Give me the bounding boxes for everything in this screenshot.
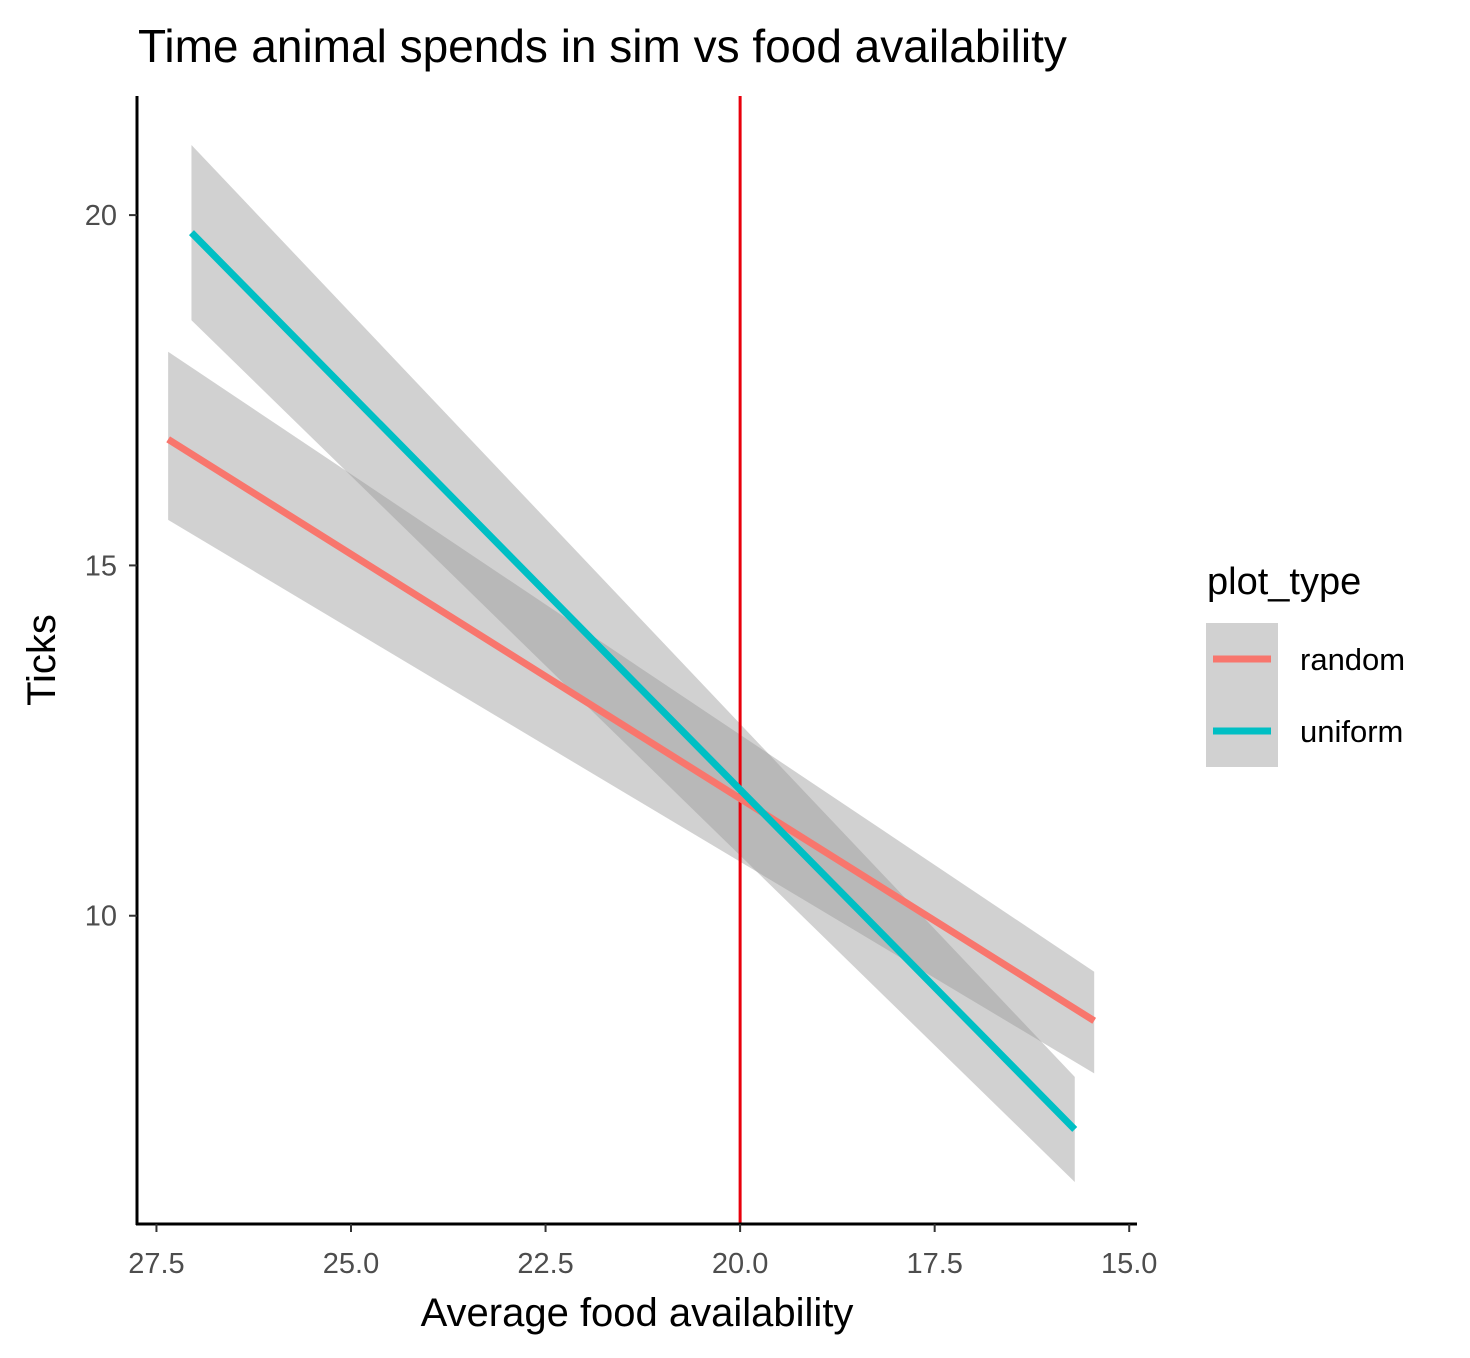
- x-ticks: 27.5 25.0 22.5 20.0 17.5 15.0: [128, 1224, 1157, 1280]
- legend: plot_type random uniform: [1206, 561, 1405, 767]
- x-axis-title: Average food availability: [421, 1291, 854, 1335]
- series-line-random: [166, 436, 1097, 1024]
- y-tick-label: 15: [85, 550, 117, 582]
- legend-label-uniform: uniform: [1300, 714, 1403, 749]
- y-tick-label: 20: [85, 200, 117, 232]
- x-tick-label: 22.5: [517, 1248, 573, 1280]
- x-tick-label: 25.0: [323, 1248, 379, 1280]
- legend-label-random: random: [1300, 642, 1405, 677]
- ci-band-random: [168, 351, 1095, 1074]
- ci-band-uniform: [191, 145, 1075, 1182]
- legend-title: plot_type: [1207, 561, 1361, 603]
- y-tick-label: 10: [85, 901, 117, 933]
- plot-area: [166, 96, 1097, 1224]
- y-axis-title: Ticks: [20, 614, 64, 706]
- x-tick-label: 20.0: [712, 1248, 768, 1280]
- series-line-uniform: [188, 230, 1078, 1132]
- chart-title: Time animal spends in sim vs food availa…: [138, 20, 1067, 72]
- y-ticks: 10 15 20: [85, 200, 137, 933]
- x-tick-label: 15.0: [1101, 1248, 1157, 1280]
- x-tick-label: 27.5: [128, 1248, 184, 1280]
- x-tick-label: 17.5: [906, 1248, 962, 1280]
